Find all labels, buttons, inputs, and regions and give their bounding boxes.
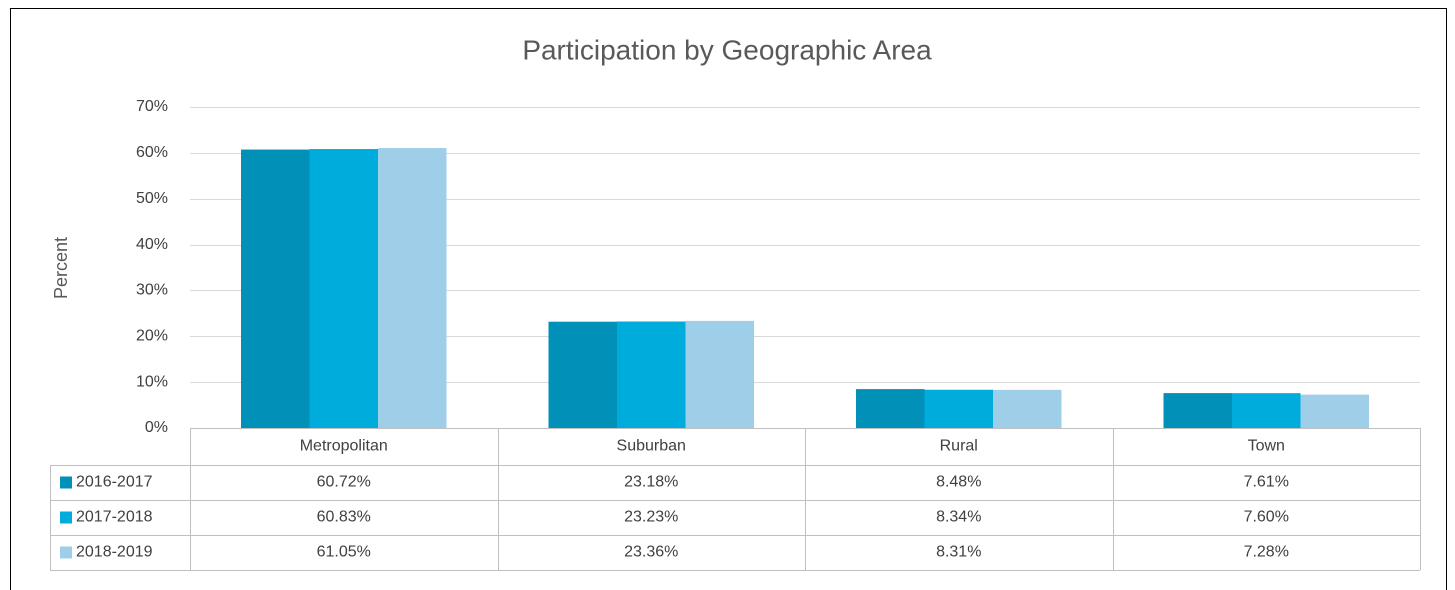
bar xyxy=(924,389,993,428)
x-tick-label: Town xyxy=(1248,438,1285,455)
y-tick-label: 70% xyxy=(136,98,168,115)
table-value: 7.61% xyxy=(1244,474,1289,491)
y-tick-label: 10% xyxy=(136,373,168,390)
legend-label: 2018-2019 xyxy=(76,544,153,561)
table-value: 23.18% xyxy=(624,474,678,491)
table-value: 23.23% xyxy=(624,509,678,526)
bar xyxy=(856,389,925,428)
x-tick-label: Rural xyxy=(940,438,978,455)
chart-title: Participation by Geographic Area xyxy=(522,34,932,65)
legend-swatch xyxy=(60,546,72,559)
bar xyxy=(1232,393,1301,428)
table-value: 60.83% xyxy=(317,509,371,526)
chart-border xyxy=(10,8,1447,590)
legend-swatch xyxy=(60,476,72,489)
y-tick-label: 30% xyxy=(136,282,168,299)
y-tick-label: 50% xyxy=(136,190,168,207)
table-value: 7.28% xyxy=(1244,544,1289,561)
legend-label: 2016-2017 xyxy=(76,474,153,491)
bar xyxy=(1300,394,1369,428)
bar xyxy=(1163,393,1232,428)
x-tick-label: Metropolitan xyxy=(300,438,388,455)
y-axis-label: Percent xyxy=(51,237,71,299)
y-tick-label: 0% xyxy=(145,419,168,436)
table-value: 23.36% xyxy=(624,544,678,561)
y-tick-label: 60% xyxy=(136,144,168,161)
table-value: 8.34% xyxy=(936,509,981,526)
bar xyxy=(617,321,686,428)
y-tick-label: 40% xyxy=(136,236,168,253)
table-value: 60.72% xyxy=(317,474,371,491)
table-value: 8.48% xyxy=(936,474,981,491)
bar xyxy=(378,148,447,428)
bar xyxy=(548,321,617,428)
bar xyxy=(309,149,378,428)
bar xyxy=(685,320,754,428)
table-value: 8.31% xyxy=(936,544,981,561)
table-value: 7.60% xyxy=(1244,509,1289,526)
legend-swatch xyxy=(60,511,72,524)
y-tick-label: 20% xyxy=(136,328,168,345)
x-tick-label: Suburban xyxy=(617,438,686,455)
bar xyxy=(241,149,310,429)
legend-label: 2017-2018 xyxy=(76,509,153,526)
bar xyxy=(993,389,1062,428)
table-value: 61.05% xyxy=(317,544,371,561)
